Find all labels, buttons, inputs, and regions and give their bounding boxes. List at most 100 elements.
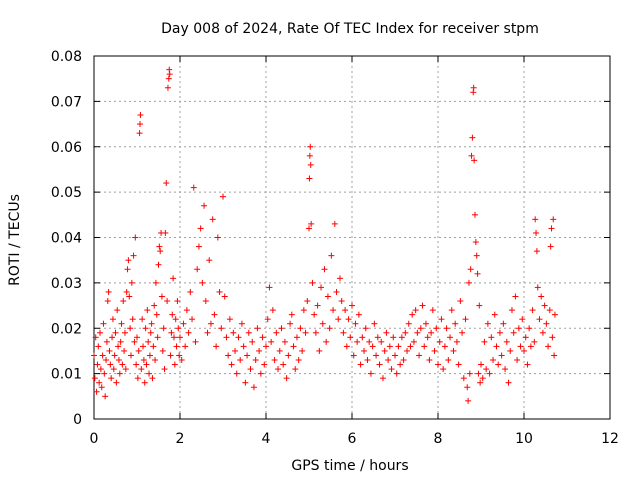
- data-point: [527, 343, 534, 350]
- data-point: [355, 311, 362, 318]
- data-point: [472, 239, 479, 246]
- data-point: [133, 361, 140, 368]
- data-point: [143, 361, 150, 368]
- data-point: [152, 279, 159, 286]
- data-point: [145, 338, 152, 345]
- chart-title: Day 008 of 2024, Rate Of TEC Index for r…: [161, 21, 539, 37]
- data-point: [371, 320, 378, 327]
- data-point: [312, 329, 319, 336]
- data-point: [130, 252, 137, 259]
- data-point: [206, 257, 213, 264]
- data-point: [548, 225, 555, 232]
- data-point: [475, 370, 482, 377]
- x-tick-label: 0: [90, 431, 99, 447]
- data-point: [139, 316, 146, 323]
- data-point: [379, 375, 386, 382]
- data-point: [250, 384, 257, 391]
- data-point: [103, 357, 110, 364]
- data-point: [386, 343, 393, 350]
- data-point: [429, 307, 436, 314]
- data-point: [194, 266, 201, 273]
- data-point: [155, 261, 162, 268]
- data-point: [323, 338, 330, 345]
- data-point: [158, 293, 165, 300]
- data-point: [268, 338, 275, 345]
- data-point: [167, 352, 174, 359]
- data-point: [119, 361, 126, 368]
- data-point: [354, 338, 361, 345]
- data-point: [226, 316, 233, 323]
- y-tick-label: 0.05: [51, 185, 82, 201]
- data-point: [514, 357, 521, 364]
- data-point: [426, 357, 433, 364]
- data-point: [211, 311, 218, 318]
- data-point: [447, 334, 454, 341]
- data-point: [207, 320, 214, 327]
- data-point: [457, 298, 464, 305]
- data-point: [128, 279, 135, 286]
- data-point: [330, 307, 337, 314]
- data-point: [116, 370, 123, 377]
- data-points: [91, 66, 558, 404]
- data-point: [134, 375, 141, 382]
- data-point: [220, 193, 226, 200]
- data-point: [314, 302, 321, 309]
- data-point: [410, 338, 417, 345]
- data-point: [290, 343, 297, 350]
- data-point: [331, 220, 338, 227]
- data-point: [335, 316, 342, 323]
- data-point: [319, 320, 326, 327]
- data-point: [235, 334, 242, 341]
- data-point: [170, 334, 177, 341]
- data-point: [364, 357, 371, 364]
- data-point: [471, 157, 478, 164]
- data-point: [374, 334, 381, 341]
- data-point: [407, 343, 414, 350]
- data-point: [150, 343, 157, 350]
- data-point: [474, 270, 481, 277]
- data-point: [306, 175, 313, 182]
- data-point: [151, 302, 158, 309]
- data-point: [147, 329, 154, 336]
- data-point: [361, 347, 368, 354]
- data-point: [112, 329, 119, 336]
- data-point: [175, 325, 182, 332]
- data-point: [464, 384, 471, 391]
- data-point: [153, 311, 160, 318]
- data-point: [390, 334, 397, 341]
- x-tick-label: 6: [348, 431, 357, 447]
- data-point: [204, 329, 211, 336]
- data-point: [435, 361, 441, 368]
- data-point: [336, 275, 343, 282]
- data-point: [433, 325, 440, 332]
- data-point: [419, 302, 426, 309]
- data-point: [488, 334, 495, 341]
- data-point: [164, 84, 171, 91]
- data-point: [340, 329, 347, 336]
- data-point: [120, 298, 127, 305]
- data-point: [481, 338, 488, 345]
- data-point: [178, 357, 185, 364]
- data-point: [404, 347, 411, 354]
- data-point: [278, 325, 285, 332]
- data-point: [104, 298, 111, 305]
- data-point: [445, 357, 452, 364]
- data-point: [316, 347, 323, 354]
- data-point: [273, 329, 280, 336]
- data-point: [333, 288, 340, 295]
- data-point: [280, 361, 287, 368]
- data-point: [238, 320, 245, 327]
- data-point: [201, 202, 208, 209]
- data-point: [257, 370, 264, 377]
- data-point: [216, 288, 223, 295]
- data-point: [97, 366, 104, 373]
- data-point: [551, 352, 558, 359]
- data-point: [517, 343, 524, 350]
- data-point: [195, 243, 202, 250]
- data-point: [98, 384, 105, 391]
- data-point: [121, 347, 128, 354]
- data-point: [493, 343, 500, 350]
- data-point: [168, 329, 175, 336]
- data-point: [376, 361, 383, 368]
- data-point: [393, 370, 400, 377]
